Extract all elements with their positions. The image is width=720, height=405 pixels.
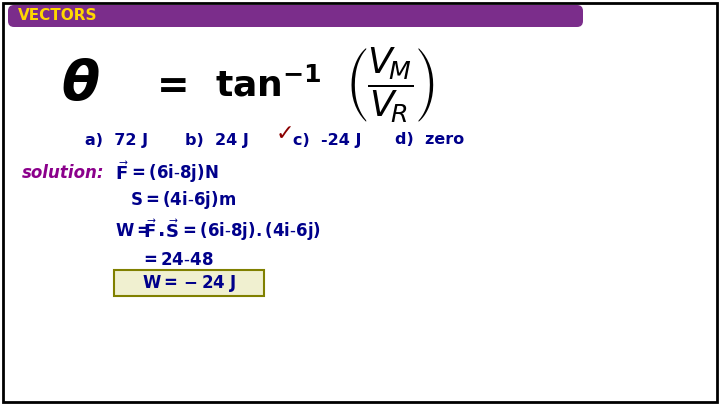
Text: solution:: solution: (22, 164, 104, 182)
Text: a)  72 J: a) 72 J (85, 132, 148, 147)
Text: $\mathbf{=(6i\text{-}8j)N}$: $\mathbf{=(6i\text{-}8j)N}$ (128, 162, 219, 184)
Text: $\mathbf{W=}$: $\mathbf{W=}$ (115, 222, 150, 240)
Text: $\mathbf{S=(4i\text{-}6j)m}$: $\mathbf{S=(4i\text{-}6j)m}$ (130, 189, 236, 211)
Text: $\mathbf{.}$: $\mathbf{.}$ (157, 222, 164, 241)
Text: $\mathbf{=(6i\text{-}8j).(4i\text{-}6j)}$: $\mathbf{=(6i\text{-}8j).(4i\text{-}6j)}… (179, 220, 321, 242)
FancyBboxPatch shape (114, 270, 264, 296)
Text: $\vec{\mathbf{F}}$: $\vec{\mathbf{F}}$ (115, 162, 129, 184)
Text: $\mathbf{=}$: $\mathbf{=}$ (149, 66, 187, 104)
Text: $\boldsymbol{\theta}$: $\boldsymbol{\theta}$ (60, 58, 99, 112)
Text: d)  zero: d) zero (395, 132, 464, 147)
Text: $\vec{\mathbf{F}}$: $\vec{\mathbf{F}}$ (143, 220, 157, 243)
Text: b)  24 J: b) 24 J (185, 132, 249, 147)
Text: $\left(\dfrac{V_{\!M}}{V_{\!R}}\right)$: $\left(\dfrac{V_{\!M}}{V_{\!R}}\right)$ (345, 45, 435, 125)
Text: c)  -24 J: c) -24 J (293, 132, 361, 147)
Text: VECTORS: VECTORS (18, 9, 97, 23)
Text: $\mathbf{W = -24\ J}$: $\mathbf{W = -24\ J}$ (142, 273, 236, 294)
FancyBboxPatch shape (8, 5, 583, 27)
Text: $\checkmark$: $\checkmark$ (274, 122, 292, 142)
Text: $\vec{\mathbf{S}}$: $\vec{\mathbf{S}}$ (165, 220, 179, 243)
Text: $\mathbf{= 24\text{-}48}$: $\mathbf{= 24\text{-}48}$ (140, 251, 214, 269)
Text: $\mathbf{tan^{-1}}$: $\mathbf{tan^{-1}}$ (215, 67, 321, 103)
